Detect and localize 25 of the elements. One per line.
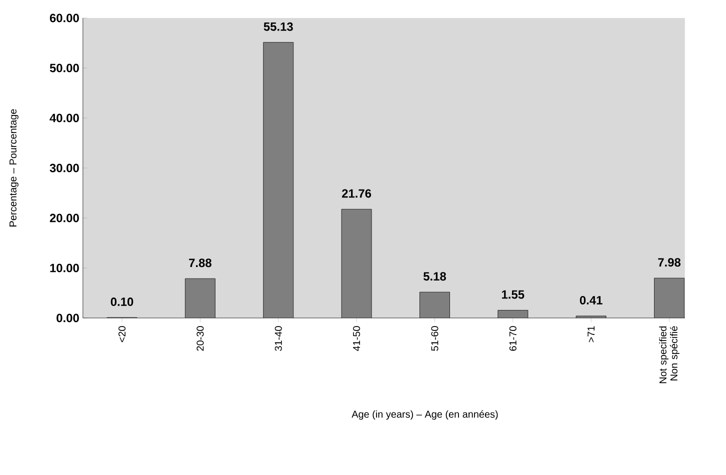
- data-label: 5.18: [423, 272, 446, 281]
- x-tick-label: 20-30: [196, 326, 204, 351]
- y-tick-label: 60.00: [50, 14, 79, 22]
- x-tick-label: 61-70: [509, 326, 516, 351]
- y-tick-label: 40.00: [50, 114, 79, 122]
- y-tick-label: 50.00: [50, 64, 79, 72]
- x-tick-label: 51-60: [431, 326, 438, 351]
- data-label: 7.98: [658, 258, 681, 267]
- data-label: 0.10: [110, 298, 134, 306]
- y-tick-label: 30.00: [50, 164, 79, 172]
- x-tick-label: Not specified Non spécifié: [659, 326, 680, 384]
- y-tick-label: 10.00: [50, 264, 79, 272]
- y-tick-label: 20.00: [50, 214, 79, 222]
- data-label: 7.88: [189, 258, 212, 268]
- y-tick-label: 0.00: [56, 314, 79, 322]
- x-tick-label: 31-40: [274, 326, 282, 351]
- x-tick-label: <20: [118, 326, 126, 342]
- x-tick-label: 41-50: [353, 326, 360, 352]
- data-label: 55.13: [264, 22, 293, 31]
- y-axis-title: Percentage – Pourcentage: [10, 109, 18, 226]
- x-tick-label: >71: [588, 326, 595, 342]
- x-axis-title: Age (in years) – Age (en années): [352, 410, 498, 420]
- data-label: 0.41: [580, 296, 602, 304]
- data-label: 21.76: [342, 189, 372, 198]
- data-label: 1.55: [502, 290, 524, 299]
